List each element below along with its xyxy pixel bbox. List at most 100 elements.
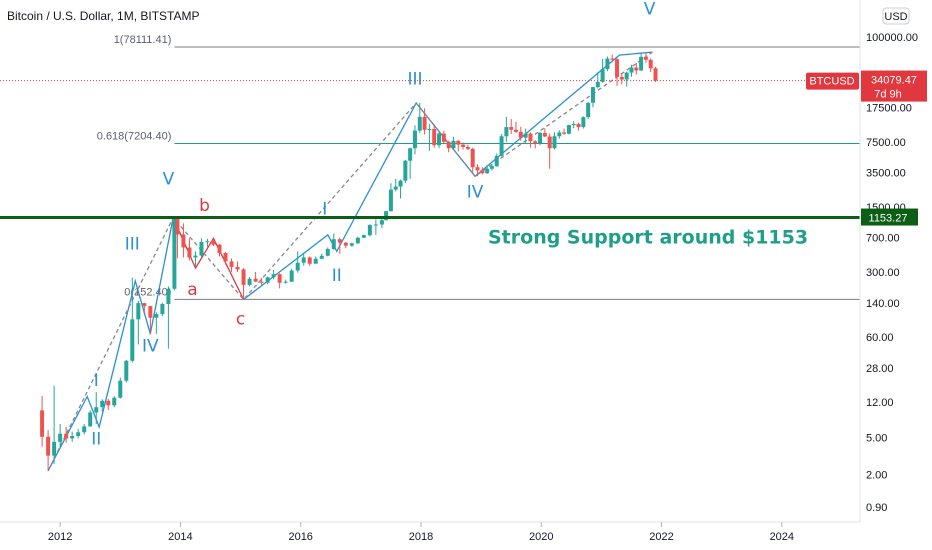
candle-body [88, 412, 93, 427]
candle-body [289, 270, 294, 282]
support-price-tag: 1153.27 [861, 208, 918, 226]
candle-body [229, 261, 234, 267]
candle-body [307, 257, 312, 264]
support-price-value: 1153.27 [869, 213, 908, 225]
support-annotation: Strong Support around $1153 [488, 227, 808, 249]
candle-body [437, 133, 442, 146]
last-price-value: 34079.47 [871, 75, 917, 87]
symbol-tag-label: BTCUSD [809, 76, 854, 88]
fib-level-label: 1(78111.41) [114, 34, 172, 46]
candle-body [562, 132, 567, 134]
candle-body [518, 131, 523, 138]
candle-body [40, 410, 45, 437]
wave-label: V [163, 170, 175, 190]
wave-label: a [187, 280, 197, 300]
y-tick-label: 100000.00 [866, 32, 918, 44]
candle-body [499, 136, 504, 156]
candle-body [552, 136, 557, 149]
candle-body [118, 380, 123, 398]
candle-body [634, 67, 639, 71]
candle-body [106, 400, 111, 406]
candle-body [253, 278, 258, 282]
candle-body [46, 436, 51, 456]
candle-body [295, 262, 300, 271]
candle-body [319, 255, 324, 259]
candle-body [166, 288, 171, 304]
candle-body [172, 218, 177, 289]
candle-body [58, 433, 63, 442]
symbol-tag: BTCUSD [806, 72, 859, 90]
candle-body [211, 241, 216, 245]
candle-body [301, 257, 306, 263]
x-tick-label: 2016 [288, 531, 312, 543]
candle-body [504, 127, 509, 137]
candle-body [379, 220, 384, 225]
candle-body [82, 426, 87, 433]
candle-body [451, 140, 456, 149]
candle-body [187, 247, 192, 258]
candle-body [52, 441, 57, 456]
candle-body [653, 68, 658, 81]
y-tick-label: 140.00 [866, 298, 900, 310]
wave-path[interactable] [47, 217, 174, 472]
wave-path[interactable] [47, 51, 653, 472]
candle-body [217, 244, 222, 253]
candle-body [629, 67, 634, 73]
candle-body [271, 274, 276, 278]
candle-body [154, 314, 159, 318]
candle-body [384, 211, 389, 221]
wave-label: I [322, 199, 327, 219]
candle-body [265, 277, 270, 283]
candle-body [325, 248, 330, 256]
candle-body [235, 266, 240, 270]
time-axis[interactable]: 2012 2014 2016 2018 2020 2022 2024 [0, 521, 860, 543]
y-tick-label: 7500.00 [866, 137, 906, 149]
x-tick-label: 2024 [770, 531, 794, 543]
candle-body [605, 58, 610, 70]
y-tick-label: 17500.00 [866, 103, 912, 115]
fibonacci-layer[interactable]: 1(78111.41)0.618(7204.40)0(152.40) [97, 34, 860, 300]
currency-button[interactable]: USD [882, 7, 910, 25]
candle-body [388, 189, 393, 212]
fib-level-label: 0.618(7204.40) [97, 130, 172, 142]
candle-body [361, 235, 366, 238]
y-tick-label: 300.00 [866, 267, 900, 279]
y-tick-label: 28.00 [866, 363, 894, 375]
candle-body [533, 141, 538, 144]
y-tick-label: 12.00 [866, 397, 894, 409]
candle-body [624, 72, 629, 80]
candle-body [494, 155, 499, 167]
candle-body [142, 303, 147, 307]
x-tick-label: 2012 [48, 531, 72, 543]
candles-layer [40, 52, 658, 471]
candle-body [403, 160, 408, 181]
candle-body [412, 130, 417, 149]
candle-body [615, 59, 620, 77]
candle-body [313, 258, 318, 264]
candle-body [528, 133, 533, 142]
wave-label: II [332, 266, 342, 286]
x-tick-label: 2022 [649, 531, 673, 543]
candle-body [619, 76, 624, 80]
y-tick-label: 2.00 [866, 470, 887, 482]
candle-body [441, 133, 446, 142]
candle-body [648, 59, 653, 69]
candle-body [639, 56, 644, 71]
candle-body [566, 125, 571, 134]
candle-body [393, 186, 398, 190]
y-tick-label: 60.00 [866, 332, 894, 344]
candle-body [223, 252, 228, 262]
candle-body [422, 116, 427, 130]
x-tick-label: 2020 [529, 531, 553, 543]
candle-body [485, 168, 490, 174]
candle-body [432, 128, 437, 146]
candle-body [600, 69, 605, 82]
wave-label: II [91, 430, 101, 450]
candle-body [542, 132, 547, 137]
candle-body [489, 166, 494, 169]
candle-body [259, 281, 264, 283]
bar-countdown: 7d 9h [874, 89, 902, 101]
candle-body [124, 360, 129, 381]
currency-label: USD [884, 11, 907, 23]
